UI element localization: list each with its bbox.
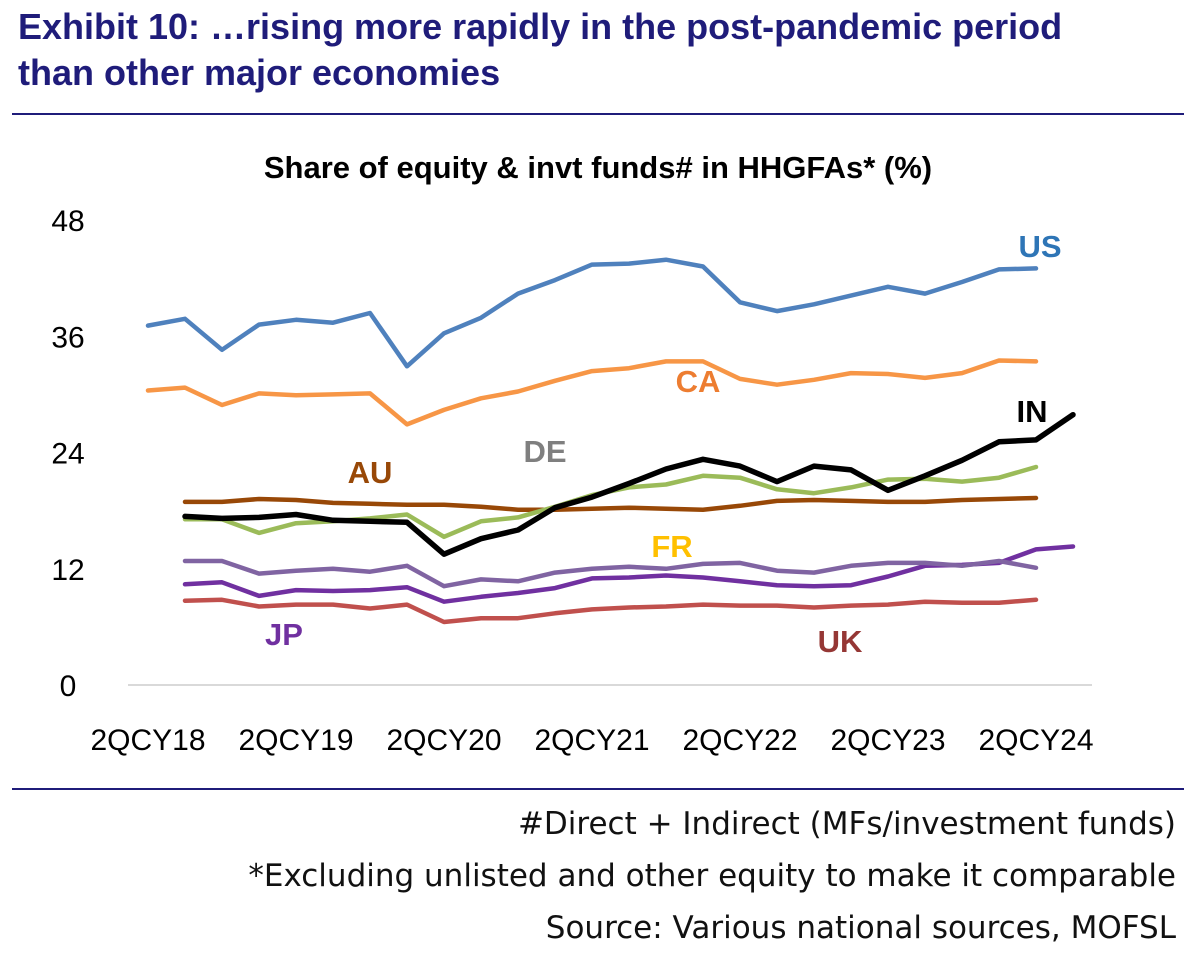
y-tick-label: 12 (51, 554, 84, 587)
series-label-us: US (1018, 229, 1061, 264)
series-label-fr: FR (651, 529, 692, 564)
footnote-direct-indirect: #Direct + Indirect (MFs/investment funds… (517, 806, 1176, 842)
y-tick-label: 48 (51, 205, 84, 238)
y-tick-label: 24 (51, 438, 84, 471)
x-tick-label: 2QCY21 (534, 724, 649, 757)
series-label-uk: UK (818, 624, 863, 659)
series-label-jp: JP (265, 617, 303, 652)
title-divider (12, 113, 1184, 115)
x-tick-label: 2QCY23 (830, 724, 945, 757)
series-label-ca: CA (676, 364, 721, 399)
x-tick-label: 2QCY19 (238, 724, 353, 757)
series-line-jp (182, 544, 1076, 604)
footnote-excluding: *Excluding unlisted and other equity to … (248, 858, 1176, 894)
series-line-fr (182, 558, 1039, 589)
series-label-in: IN (1017, 394, 1048, 429)
chart-title: Share of equity & invt funds# in HHGFAs*… (264, 150, 932, 185)
exhibit-title-line1: Exhibit 10: …rising more rapidly in the … (18, 6, 1063, 47)
x-tick-label: 2QCY18 (90, 724, 205, 757)
x-tick-label: 2QCY24 (978, 724, 1093, 757)
source-note: Source: Various national sources, MOFSL (545, 910, 1176, 946)
footnotes: #Direct + Indirect (MFs/investment funds… (248, 798, 1176, 954)
exhibit-title-line2: than other major economies (18, 52, 501, 93)
x-tick-label: 2QCY22 (682, 724, 797, 757)
notes-divider (12, 788, 1184, 790)
line-chart: Share of equity & invt funds# in HHGFAs*… (51, 150, 1093, 757)
series-line-in (182, 411, 1076, 557)
series-line-au (182, 495, 1039, 512)
x-tick-label: 2QCY20 (386, 724, 501, 757)
series-label-au: AU (348, 455, 393, 490)
series-line-uk (182, 597, 1039, 625)
series-label-de: DE (523, 434, 566, 469)
y-tick-label: 0 (60, 670, 77, 703)
exhibit-title: Exhibit 10: …rising more rapidly in the … (18, 4, 1188, 96)
series-line-us (145, 257, 1039, 369)
series-line-ca (145, 358, 1039, 427)
y-tick-label: 36 (51, 321, 84, 354)
